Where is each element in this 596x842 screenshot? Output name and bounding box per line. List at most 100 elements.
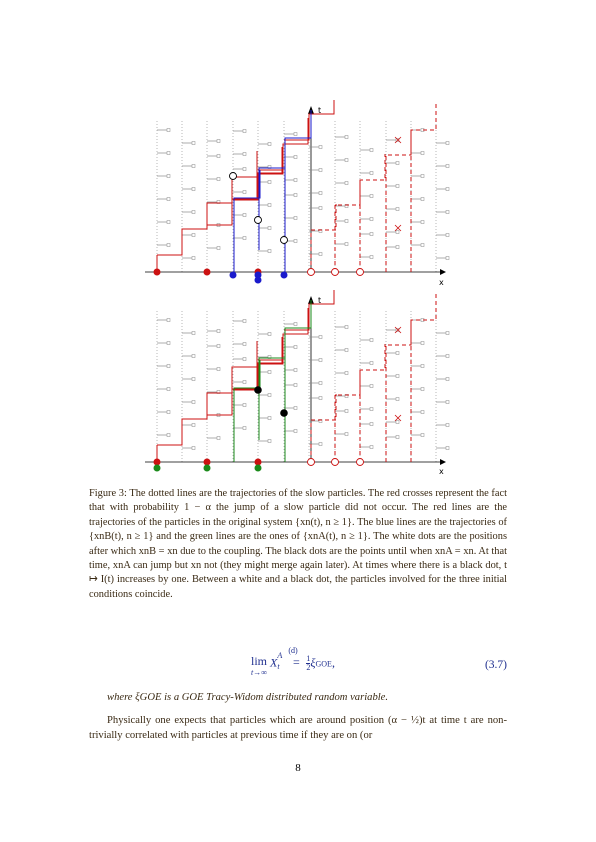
slow-jump-dot bbox=[293, 216, 298, 220]
x-axis-arrow bbox=[440, 459, 446, 465]
top-x-axis-label: x bbox=[439, 278, 444, 287]
slow-jump-dot bbox=[216, 177, 221, 181]
slow-jump-dot bbox=[395, 397, 400, 401]
slow-jump-dot bbox=[445, 164, 450, 168]
red-cross bbox=[394, 136, 402, 144]
slow-jump-dot bbox=[420, 151, 425, 155]
slow-jump-dot bbox=[242, 426, 247, 430]
slow-jump-dot bbox=[344, 325, 349, 329]
red-dashed-trajectory bbox=[310, 204, 337, 272]
slow-jump-dot bbox=[293, 345, 298, 349]
slow-jump-dot bbox=[216, 329, 221, 333]
blue-trajectory bbox=[284, 110, 312, 272]
slow-jump-dot bbox=[293, 429, 298, 433]
slow-jump-dot bbox=[344, 409, 349, 413]
red-dashed-trajectory bbox=[359, 344, 386, 462]
slow-jump-dot bbox=[191, 400, 196, 404]
slow-jump-dot bbox=[369, 338, 374, 342]
slow-jump-dot bbox=[369, 194, 374, 198]
slow-jump-dot bbox=[191, 187, 196, 191]
slow-jump-dot bbox=[344, 242, 349, 246]
slow-jump-dot bbox=[445, 400, 450, 404]
equation-limit: lim t→∞ bbox=[251, 655, 267, 679]
green-initial-dot bbox=[153, 464, 161, 472]
body-paragraph-text: Physically one expects that particles wh… bbox=[89, 715, 507, 741]
equation-relation: = bbox=[292, 655, 300, 670]
slow-jump-dot bbox=[344, 432, 349, 436]
slow-jump-dot bbox=[344, 158, 349, 162]
figure-caption-label: Figure 3: bbox=[89, 488, 127, 499]
slow-jump-dot bbox=[445, 187, 450, 191]
slow-jump-dot bbox=[191, 164, 196, 168]
black-dot bbox=[254, 386, 262, 394]
slow-jump-dot bbox=[293, 406, 298, 410]
slow-jump-dot bbox=[445, 210, 450, 214]
slow-jump-dot bbox=[242, 403, 247, 407]
slow-jump-dot bbox=[445, 423, 450, 427]
slow-jump-dot bbox=[191, 331, 196, 335]
green-initial-dot bbox=[203, 464, 211, 472]
red-dashed-trajectory bbox=[385, 319, 412, 462]
slow-jump-dot bbox=[318, 145, 323, 149]
slow-jump-dot bbox=[242, 342, 247, 346]
slow-jump-dot bbox=[293, 368, 298, 372]
red-open-initial-dot bbox=[356, 458, 364, 466]
slow-jump-dot bbox=[369, 361, 374, 365]
slow-jump-dot bbox=[344, 181, 349, 185]
figure-caption: Figure 3: The dotted lines are the traje… bbox=[89, 487, 507, 602]
white-coupling-dot bbox=[229, 172, 237, 180]
slow-jump-dot bbox=[420, 433, 425, 437]
red-open-initial-dot bbox=[307, 268, 315, 276]
red-open-initial-dot bbox=[331, 458, 339, 466]
red-dashed-trajectory bbox=[310, 394, 337, 462]
slow-jump-dot bbox=[191, 354, 196, 358]
equation-rhs-symbol: ξ bbox=[310, 655, 316, 670]
slow-jump-dot bbox=[216, 436, 221, 440]
slow-jump-dot bbox=[369, 217, 374, 221]
red-cross bbox=[394, 326, 402, 334]
slow-jump-dot bbox=[166, 364, 171, 368]
slow-jump-dot bbox=[395, 184, 400, 188]
slow-jump-dot bbox=[369, 148, 374, 152]
slow-jump-dot bbox=[318, 191, 323, 195]
slow-jump-dot bbox=[420, 364, 425, 368]
red-dashed-trajectory bbox=[359, 154, 386, 272]
red-initial-dot bbox=[203, 458, 211, 466]
slow-jump-dot bbox=[420, 387, 425, 391]
red-dashed-trajectory bbox=[410, 294, 437, 462]
slow-jump-dot bbox=[242, 190, 247, 194]
red-initial-dot bbox=[254, 458, 262, 466]
slow-jump-dot bbox=[445, 331, 450, 335]
blue-initial-dot bbox=[254, 276, 262, 284]
equation-lim-subscript: t→∞ bbox=[251, 668, 267, 677]
slow-jump-dot bbox=[166, 433, 171, 437]
green-initial-dot bbox=[254, 464, 262, 472]
slow-jump-dot bbox=[395, 374, 400, 378]
slow-jump-dot bbox=[395, 420, 400, 424]
slow-jump-dot bbox=[445, 377, 450, 381]
red-initial-dot bbox=[153, 268, 161, 276]
slow-jump-dot bbox=[445, 141, 450, 145]
top-t-axis-label: t bbox=[318, 106, 321, 115]
equation-lhs-variable: X bbox=[270, 655, 278, 670]
slow-jump-dot bbox=[242, 380, 247, 384]
slow-jump-dot bbox=[242, 213, 247, 217]
red-dashed-trajectory bbox=[334, 179, 361, 272]
slow-jump-dot bbox=[293, 322, 298, 326]
slow-jump-dot bbox=[166, 174, 171, 178]
slow-jump-dot bbox=[191, 377, 196, 381]
slow-jump-dot bbox=[216, 344, 221, 348]
slow-jump-dot bbox=[445, 233, 450, 237]
green-trajectory bbox=[233, 360, 261, 462]
slow-jump-dot bbox=[242, 319, 247, 323]
equation-number: (3.7) bbox=[484, 659, 507, 671]
blue-trajectory bbox=[233, 170, 261, 272]
red-dashed-trajectory bbox=[385, 129, 412, 272]
slow-jump-dot bbox=[242, 357, 247, 361]
equation-lhs-superscript: A bbox=[277, 651, 283, 660]
body-paragraph: Physically one expects that particles wh… bbox=[89, 714, 507, 743]
slow-jump-dot bbox=[293, 178, 298, 182]
slow-jump-dot bbox=[216, 154, 221, 158]
slow-jump-dot bbox=[420, 197, 425, 201]
